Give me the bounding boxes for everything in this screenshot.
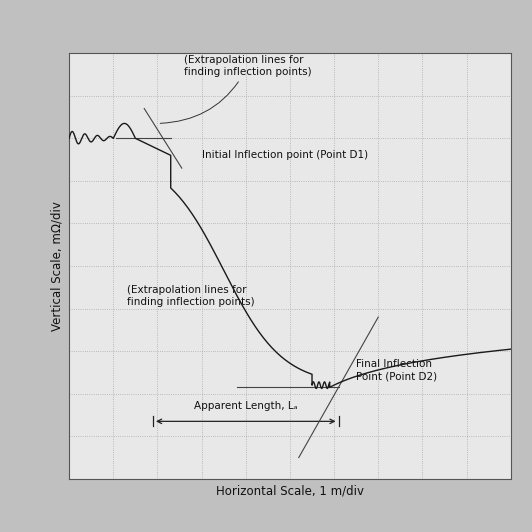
Text: Initial Inflection point (Point D1): Initial Inflection point (Point D1): [202, 151, 368, 160]
Text: Apparent Length, Lₐ: Apparent Length, Lₐ: [194, 401, 297, 411]
Text: (Extrapolation lines for
finding inflection points): (Extrapolation lines for finding inflect…: [127, 285, 254, 306]
X-axis label: Horizontal Scale, 1 m/div: Horizontal Scale, 1 m/div: [216, 484, 364, 497]
Y-axis label: Vertical Scale, mΩ/div: Vertical Scale, mΩ/div: [51, 201, 64, 331]
Text: (Extrapolation lines for
finding inflection points): (Extrapolation lines for finding inflect…: [160, 55, 312, 123]
Text: Final Inflection
Point (Point D2): Final Inflection Point (Point D2): [356, 360, 437, 381]
